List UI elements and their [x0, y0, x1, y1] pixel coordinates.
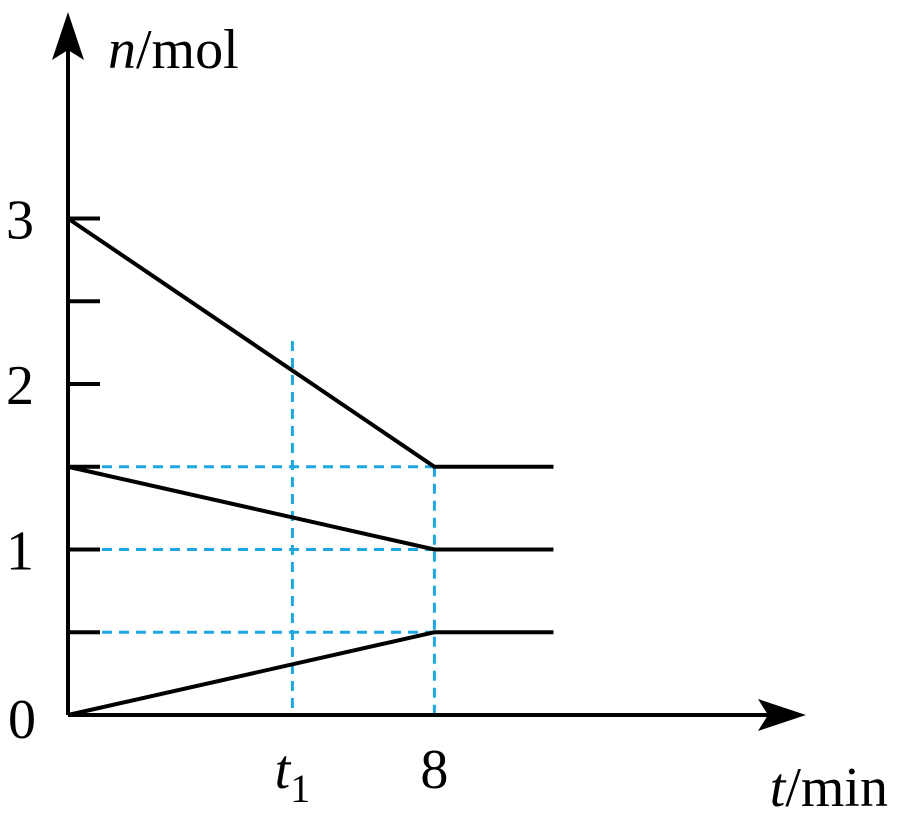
- x-tick-subscript: 1: [290, 766, 310, 811]
- y-axis-label: n/mol: [108, 19, 239, 81]
- labels: n/mol t/min 0 t1 8: [8, 19, 888, 815]
- x-axis-label: t/min: [770, 757, 888, 815]
- x-tick-label: t1: [275, 739, 311, 811]
- axes: [52, 12, 806, 731]
- x-axis-unit: /min: [785, 757, 888, 815]
- x-tick-var: t: [275, 739, 292, 801]
- x-axis-arrow: [758, 699, 806, 731]
- y-tick-label: 1: [6, 521, 34, 583]
- y-axis-unit: /mol: [136, 19, 239, 81]
- y-axis-arrow: [52, 12, 84, 60]
- series-lines: [66, 216, 554, 717]
- origin-label: 0: [8, 689, 36, 751]
- y-axis-var: n: [108, 19, 136, 81]
- y-tick-label: 3: [6, 190, 34, 252]
- series-line: [66, 216, 554, 469]
- y-ticks: 1 2 3: [6, 190, 100, 635]
- guide-lines: [68, 340, 436, 715]
- x-tick-label: 8: [420, 739, 448, 801]
- x-axis-var: t: [770, 757, 787, 815]
- series-line: [67, 464, 554, 552]
- y-tick-label: 2: [6, 355, 34, 417]
- series-line: [67, 630, 554, 717]
